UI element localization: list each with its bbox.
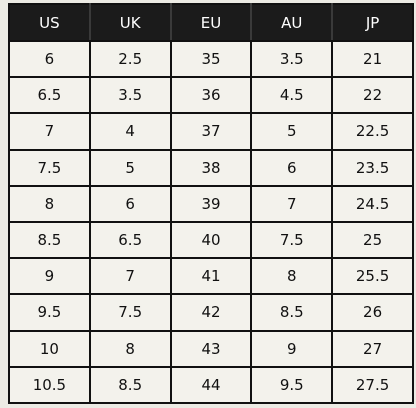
header-us: US — [8, 3, 91, 42]
cell-eu: 38 — [169, 148, 253, 187]
header-uk: UK — [88, 3, 172, 42]
cell-us: 8 — [8, 184, 91, 223]
cell-uk: 8 — [88, 329, 172, 368]
header-eu: EU — [169, 3, 253, 42]
cell-eu: 40 — [169, 220, 253, 260]
cell-uk: 6 — [88, 184, 172, 223]
table-row: 9 7 41 8 25.5 — [8, 257, 414, 296]
cell-us: 9 — [8, 257, 91, 296]
cell-au: 5 — [250, 112, 334, 151]
cell-eu: 43 — [169, 329, 253, 368]
cell-uk: 7.5 — [88, 293, 172, 332]
cell-uk: 7 — [88, 257, 172, 296]
cell-au: 3.5 — [250, 39, 334, 79]
header-row: US UK EU AU JP — [8, 3, 414, 42]
cell-eu: 42 — [169, 293, 253, 332]
cell-au: 8 — [250, 257, 334, 296]
cell-jp: 25 — [331, 220, 414, 260]
cell-us: 7 — [8, 112, 91, 151]
cell-au: 9.5 — [250, 365, 334, 405]
table-row: 8 6 39 7 24.5 — [8, 184, 414, 223]
cell-jp: 26 — [331, 293, 414, 332]
header-jp: JP — [331, 3, 414, 42]
cell-us: 10.5 — [8, 365, 91, 405]
table-row: 10.5 8.5 44 9.5 27.5 — [8, 365, 414, 405]
cell-jp: 24.5 — [331, 184, 414, 223]
cell-eu: 35 — [169, 39, 253, 79]
cell-jp: 27.5 — [331, 365, 414, 405]
cell-jp: 27 — [331, 329, 414, 368]
cell-au: 7.5 — [250, 220, 334, 260]
cell-uk: 3.5 — [88, 76, 172, 115]
cell-jp: 23.5 — [331, 148, 414, 187]
cell-eu: 44 — [169, 365, 253, 405]
cell-eu: 41 — [169, 257, 253, 296]
cell-au: 7 — [250, 184, 334, 223]
table-row: 10 8 43 9 27 — [8, 329, 414, 368]
size-chart-container: US UK EU AU JP 6 2.5 35 3.5 21 6.5 3.5 3… — [8, 3, 414, 405]
cell-uk: 2.5 — [88, 39, 172, 79]
table-row: 7.5 5 38 6 23.5 — [8, 148, 414, 187]
cell-us: 7.5 — [8, 148, 91, 187]
cell-us: 6 — [8, 39, 91, 79]
cell-jp: 22.5 — [331, 112, 414, 151]
cell-jp: 22 — [331, 76, 414, 115]
cell-au: 6 — [250, 148, 334, 187]
cell-uk: 6.5 — [88, 220, 172, 260]
cell-uk: 4 — [88, 112, 172, 151]
cell-us: 10 — [8, 329, 91, 368]
cell-us: 6.5 — [8, 76, 91, 115]
cell-jp: 25.5 — [331, 257, 414, 296]
cell-au: 8.5 — [250, 293, 334, 332]
cell-eu: 39 — [169, 184, 253, 223]
cell-uk: 5 — [88, 148, 172, 187]
header-au: AU — [250, 3, 334, 42]
table-row: 9.5 7.5 42 8.5 26 — [8, 293, 414, 332]
table-row: 7 4 37 5 22.5 — [8, 112, 414, 151]
shoe-size-conversion-table: US UK EU AU JP 6 2.5 35 3.5 21 6.5 3.5 3… — [8, 3, 414, 405]
table-row: 8.5 6.5 40 7.5 25 — [8, 220, 414, 260]
cell-eu: 37 — [169, 112, 253, 151]
cell-au: 4.5 — [250, 76, 334, 115]
cell-us: 8.5 — [8, 220, 91, 260]
cell-eu: 36 — [169, 76, 253, 115]
cell-uk: 8.5 — [88, 365, 172, 405]
table-row: 6.5 3.5 36 4.5 22 — [8, 76, 414, 115]
cell-us: 9.5 — [8, 293, 91, 332]
table-row: 6 2.5 35 3.5 21 — [8, 39, 414, 79]
cell-jp: 21 — [331, 39, 414, 79]
cell-au: 9 — [250, 329, 334, 368]
